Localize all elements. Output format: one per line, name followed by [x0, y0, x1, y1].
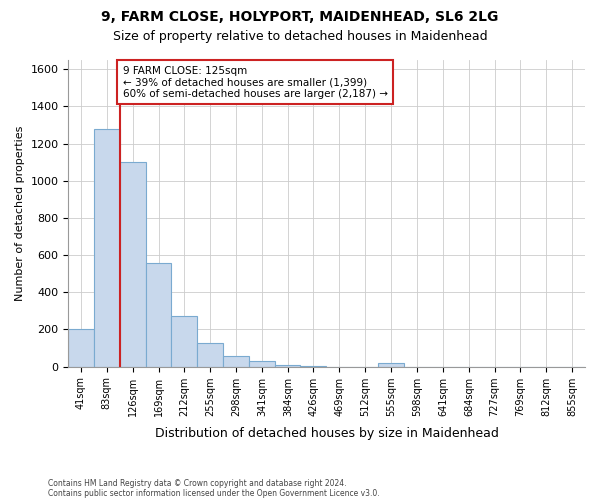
Bar — [68, 330, 94, 366]
Text: Contains public sector information licensed under the Open Government Licence v3: Contains public sector information licen… — [48, 488, 380, 498]
Bar — [146, 262, 172, 366]
Text: 9 FARM CLOSE: 125sqm
← 39% of detached houses are smaller (1,399)
60% of semi-de: 9 FARM CLOSE: 125sqm ← 39% of detached h… — [122, 66, 388, 99]
Bar — [223, 356, 249, 366]
X-axis label: Distribution of detached houses by size in Maidenhead: Distribution of detached houses by size … — [155, 427, 499, 440]
Bar — [275, 365, 301, 366]
Bar — [172, 316, 197, 366]
Text: Contains HM Land Registry data © Crown copyright and database right 2024.: Contains HM Land Registry data © Crown c… — [48, 478, 347, 488]
Y-axis label: Number of detached properties: Number of detached properties — [15, 126, 25, 301]
Text: Size of property relative to detached houses in Maidenhead: Size of property relative to detached ho… — [113, 30, 487, 43]
Bar — [249, 361, 275, 366]
Bar — [378, 363, 404, 366]
Bar — [197, 344, 223, 366]
Bar — [119, 162, 146, 366]
Text: 9, FARM CLOSE, HOLYPORT, MAIDENHEAD, SL6 2LG: 9, FARM CLOSE, HOLYPORT, MAIDENHEAD, SL6… — [101, 10, 499, 24]
Bar — [94, 129, 119, 366]
